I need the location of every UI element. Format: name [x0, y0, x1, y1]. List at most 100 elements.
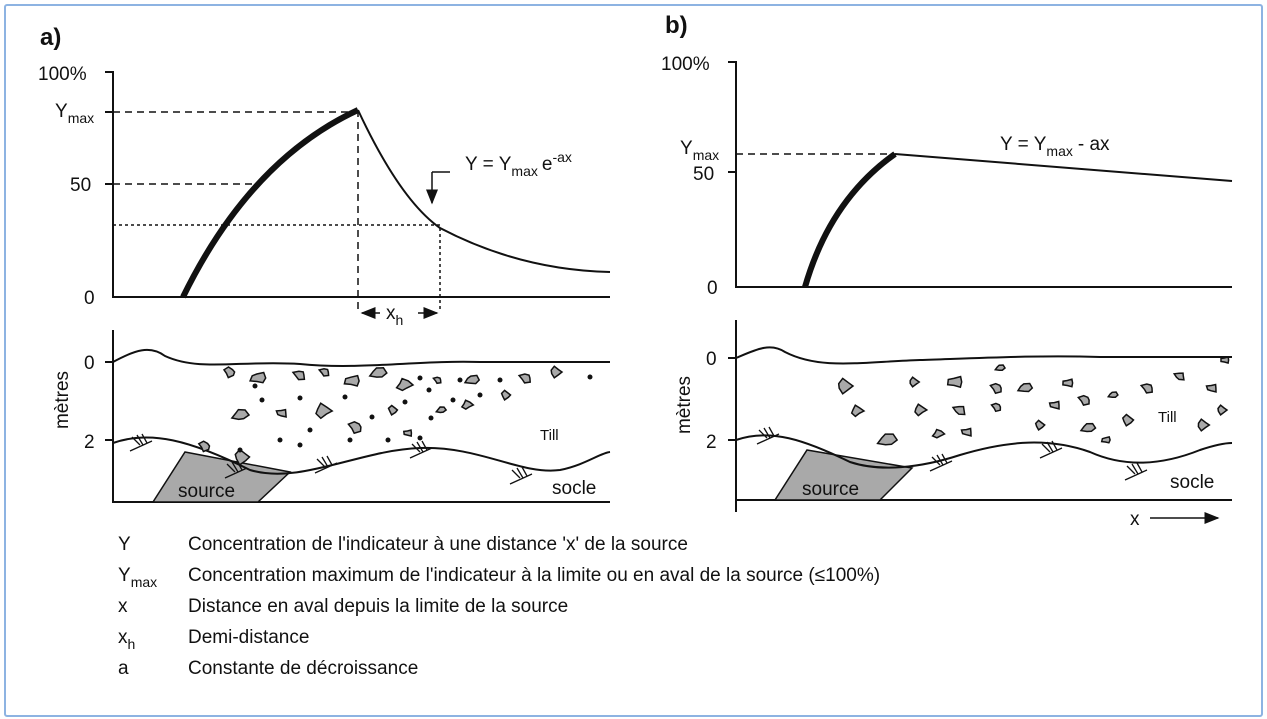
pebble	[252, 383, 258, 389]
socle-label: socle	[1170, 472, 1214, 493]
symbol: Y	[118, 565, 131, 586]
stone	[315, 402, 334, 420]
axis-title: mètres	[674, 376, 695, 434]
tick-label: 0	[707, 278, 718, 299]
pebble	[587, 374, 593, 380]
pebble	[497, 377, 503, 383]
stone	[347, 420, 362, 435]
source-label: source	[802, 479, 859, 500]
stone	[291, 370, 306, 381]
pebble	[450, 397, 456, 403]
linear-decline	[894, 153, 1233, 182]
legend-symbol: x	[118, 596, 128, 617]
legend-text: Demi-distance	[188, 627, 309, 648]
pebble	[402, 399, 408, 405]
guide	[113, 110, 359, 310]
symbol: Y	[118, 534, 131, 555]
stone	[1121, 413, 1135, 427]
source-body	[773, 449, 914, 501]
pebble	[237, 447, 243, 453]
tick-label: Ymax	[680, 138, 719, 163]
axis	[728, 320, 1232, 512]
stone	[946, 375, 963, 389]
x-arrow-label: x	[1130, 509, 1140, 530]
axis	[105, 330, 610, 503]
stones	[837, 356, 1230, 446]
symbol: x	[118, 627, 128, 648]
pebble	[457, 377, 463, 383]
equation: Y = Ymax - ax	[1000, 134, 1110, 159]
stone	[1172, 372, 1185, 381]
stone	[222, 366, 236, 379]
stone	[951, 405, 966, 416]
bedrock-mark	[1124, 462, 1148, 481]
stone	[249, 371, 267, 384]
tick-label: 2	[84, 432, 95, 453]
stone	[460, 399, 475, 410]
bedrock-mark	[129, 433, 153, 452]
stone	[463, 374, 481, 385]
stone	[517, 373, 531, 384]
stone	[1106, 391, 1119, 399]
tick-label: 2	[706, 432, 717, 453]
stone	[1048, 400, 1060, 410]
stone	[234, 448, 251, 466]
stone	[837, 377, 855, 395]
stones	[197, 365, 593, 466]
pebble	[417, 375, 423, 381]
axis-title: mètres	[52, 371, 73, 429]
till-label: Till	[540, 427, 559, 444]
stone	[989, 382, 1002, 395]
stone	[1139, 383, 1153, 394]
surface	[735, 346, 1232, 365]
pebble	[428, 415, 434, 421]
stone	[1034, 419, 1046, 431]
pebble	[277, 437, 283, 443]
pebble	[347, 437, 353, 443]
frame	[4, 4, 1263, 717]
tick-label: 0	[706, 349, 717, 370]
symbol: a	[118, 658, 129, 679]
stone	[850, 404, 866, 418]
stone	[990, 402, 1002, 413]
pebble	[385, 437, 391, 443]
legend-text: Concentration de l'indicateur à une dist…	[188, 534, 688, 555]
bedrock	[112, 436, 611, 475]
axis	[728, 61, 1232, 288]
stone	[1016, 382, 1034, 393]
bedrock-mark	[1039, 440, 1063, 459]
pebble	[417, 435, 423, 441]
half-distance: xh	[386, 303, 403, 328]
symbol-sub: h	[128, 636, 136, 652]
stone	[395, 377, 415, 392]
bedrock	[735, 434, 1233, 469]
pebble	[307, 427, 313, 433]
bedrock-mark	[756, 426, 780, 445]
socle-label: socle	[552, 478, 596, 499]
stone	[909, 376, 921, 388]
till-label: Till	[1158, 409, 1177, 426]
stone	[432, 376, 442, 385]
tick-label: 50	[693, 164, 714, 185]
decay-curve	[357, 109, 611, 273]
legend-text: Distance en aval depuis la limite de la …	[188, 596, 568, 617]
pebble	[297, 442, 303, 448]
pebble	[297, 395, 303, 401]
legend-symbol: a	[118, 658, 129, 679]
stone	[993, 364, 1006, 372]
legend-text: Concentration maximum de l'indicateur à …	[188, 565, 880, 586]
stone	[960, 427, 972, 437]
stone	[343, 374, 360, 387]
tick-label: 0	[84, 288, 95, 309]
stone	[197, 440, 211, 453]
bedrock-mark	[409, 440, 433, 459]
pebble	[426, 387, 432, 393]
stone	[434, 406, 448, 414]
stone	[931, 428, 946, 439]
tick-label: 50	[70, 175, 91, 196]
stone	[1062, 378, 1074, 388]
pebble	[369, 414, 375, 420]
legend: Y Concentration de l'indicateur à une dis…	[118, 534, 880, 679]
pebble	[259, 397, 265, 403]
